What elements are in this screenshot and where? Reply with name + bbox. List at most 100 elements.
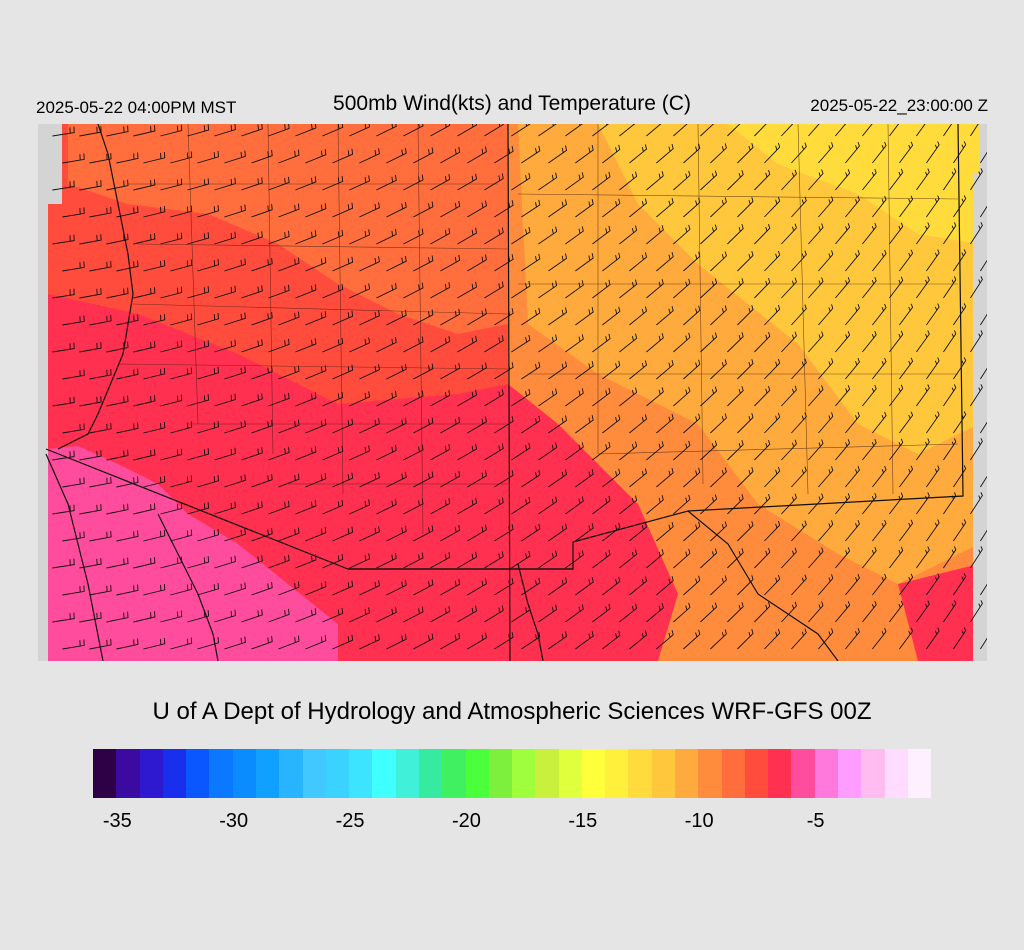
wind-barb [862, 330, 877, 353]
colorbar-swatch [488, 749, 513, 798]
wind-barb [899, 195, 914, 218]
wind-barb [376, 498, 397, 515]
wind-barb [764, 466, 781, 488]
wind-barb [116, 476, 139, 488]
wind-barb [538, 334, 558, 353]
wind-barb [484, 389, 504, 407]
wind-barb [484, 281, 504, 299]
colorbar-swatch [93, 749, 117, 798]
wind-barb [575, 523, 594, 542]
wind-barb [79, 180, 102, 191]
wind-barb [187, 124, 210, 137]
wind-barb [376, 390, 397, 407]
wind-barb [89, 260, 112, 272]
wind-barb [413, 147, 434, 164]
wind-barb [710, 629, 727, 650]
political-boundaries [45, 124, 964, 661]
wind-barb [727, 332, 744, 353]
wind-barb [872, 573, 887, 596]
wind-barb [160, 340, 183, 353]
wind-barb [359, 472, 380, 488]
river-colorado [517, 563, 544, 661]
wind-barb [916, 222, 930, 245]
wind-barb [565, 550, 584, 569]
wind-barb [359, 310, 380, 326]
wind-barb [187, 610, 210, 623]
wind-barb [170, 205, 193, 218]
wind-barb [548, 307, 568, 326]
wind-barb [386, 201, 407, 218]
wind-barb [970, 124, 979, 137]
wind-barb [575, 253, 594, 272]
colorbar-swatch [279, 749, 303, 798]
colorbar-swatch [791, 749, 815, 798]
wind-barb [62, 153, 85, 164]
wind-barb [943, 222, 957, 245]
wind-barb [646, 603, 664, 623]
wind-barb [808, 124, 820, 137]
wind-barb [818, 196, 834, 218]
wind-barb [376, 228, 397, 245]
wind-barb [359, 202, 380, 218]
wind-barb [349, 499, 370, 515]
wind-barb [143, 475, 166, 488]
wind-barb [386, 525, 407, 542]
wind-barb [727, 386, 744, 407]
colorbar-swatch [838, 749, 862, 798]
wind-barb [737, 143, 754, 164]
wind-barb [251, 528, 273, 542]
wind-barb [278, 527, 300, 542]
wind-barb [241, 124, 263, 137]
wind-barb [754, 385, 771, 407]
wind-barb [386, 633, 407, 650]
wind-barb [52, 558, 75, 569]
wind-barb [845, 196, 860, 218]
wind-barb [754, 169, 771, 191]
wind-barb [305, 203, 327, 218]
wind-barb [170, 529, 193, 542]
wind-barb [52, 288, 75, 299]
wind-barb [332, 472, 354, 488]
wind-barb [700, 494, 718, 515]
wind-barb [160, 394, 183, 407]
wind-barb [646, 225, 664, 245]
credit-line: U of A Dept of Hydrology and Atmospheric… [152, 698, 872, 725]
wind-barb [440, 308, 461, 326]
wind-barb [403, 124, 424, 137]
wind-barb [953, 411, 967, 434]
wind-barb [224, 366, 246, 380]
wind-barb [305, 581, 327, 596]
wind-barb [781, 277, 797, 299]
wind-barb [62, 369, 85, 380]
wind-barb [629, 252, 648, 272]
wind-barb [79, 558, 102, 569]
wind-barb [214, 231, 236, 245]
wind-barb [241, 609, 263, 623]
colorbar-swatch [139, 749, 163, 798]
wind-barb [899, 357, 914, 380]
wind-barb [457, 124, 477, 137]
wind-barb [295, 608, 317, 623]
wind-barb [727, 548, 744, 569]
wind-barb [511, 604, 531, 623]
wind-barb [916, 124, 926, 137]
wind-barb [187, 448, 210, 461]
wind-barb [737, 359, 754, 380]
wind-barb [79, 126, 102, 137]
wind-barb [52, 180, 75, 191]
wind-barb [656, 197, 674, 218]
wind-barb [79, 612, 102, 623]
wind-barb [197, 636, 219, 650]
wind-barb [754, 547, 771, 569]
wind-barb [440, 632, 461, 650]
wind-barb [781, 124, 794, 137]
wind-barb [548, 253, 568, 272]
wind-barb [214, 339, 236, 353]
wind-barb [349, 229, 370, 245]
wind-barb [673, 124, 688, 137]
wind-barb [926, 573, 940, 596]
wind-barb [305, 311, 327, 326]
wind-barb [656, 575, 674, 596]
wind-barb [592, 549, 611, 569]
wind-barb [467, 632, 487, 650]
